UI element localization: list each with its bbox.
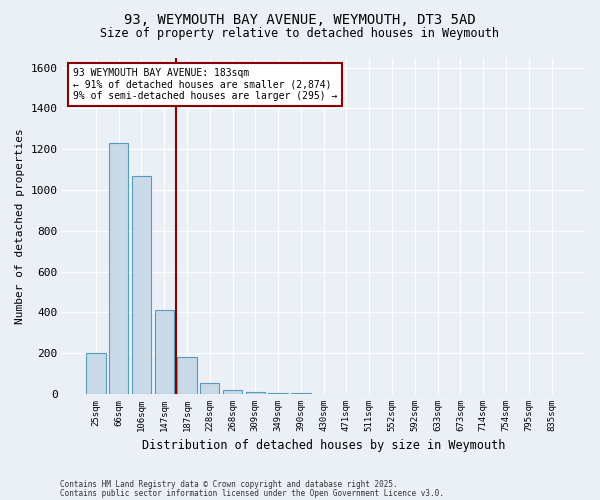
Text: Size of property relative to detached houses in Weymouth: Size of property relative to detached ho… <box>101 28 499 40</box>
Bar <box>200 383 220 394</box>
Y-axis label: Number of detached properties: Number of detached properties <box>15 128 25 324</box>
X-axis label: Distribution of detached houses by size in Weymouth: Distribution of detached houses by size … <box>142 440 505 452</box>
Bar <box>245 392 265 394</box>
Bar <box>268 393 288 394</box>
Bar <box>155 310 174 394</box>
Bar <box>109 143 128 394</box>
Text: Contains HM Land Registry data © Crown copyright and database right 2025.: Contains HM Land Registry data © Crown c… <box>60 480 398 489</box>
Text: 93 WEYMOUTH BAY AVENUE: 183sqm
← 91% of detached houses are smaller (2,874)
9% o: 93 WEYMOUTH BAY AVENUE: 183sqm ← 91% of … <box>73 68 337 101</box>
Bar <box>178 358 197 394</box>
Text: Contains public sector information licensed under the Open Government Licence v3: Contains public sector information licen… <box>60 489 444 498</box>
Bar <box>132 176 151 394</box>
Bar <box>86 354 106 394</box>
Text: 93, WEYMOUTH BAY AVENUE, WEYMOUTH, DT3 5AD: 93, WEYMOUTH BAY AVENUE, WEYMOUTH, DT3 5… <box>124 12 476 26</box>
Bar <box>223 390 242 394</box>
